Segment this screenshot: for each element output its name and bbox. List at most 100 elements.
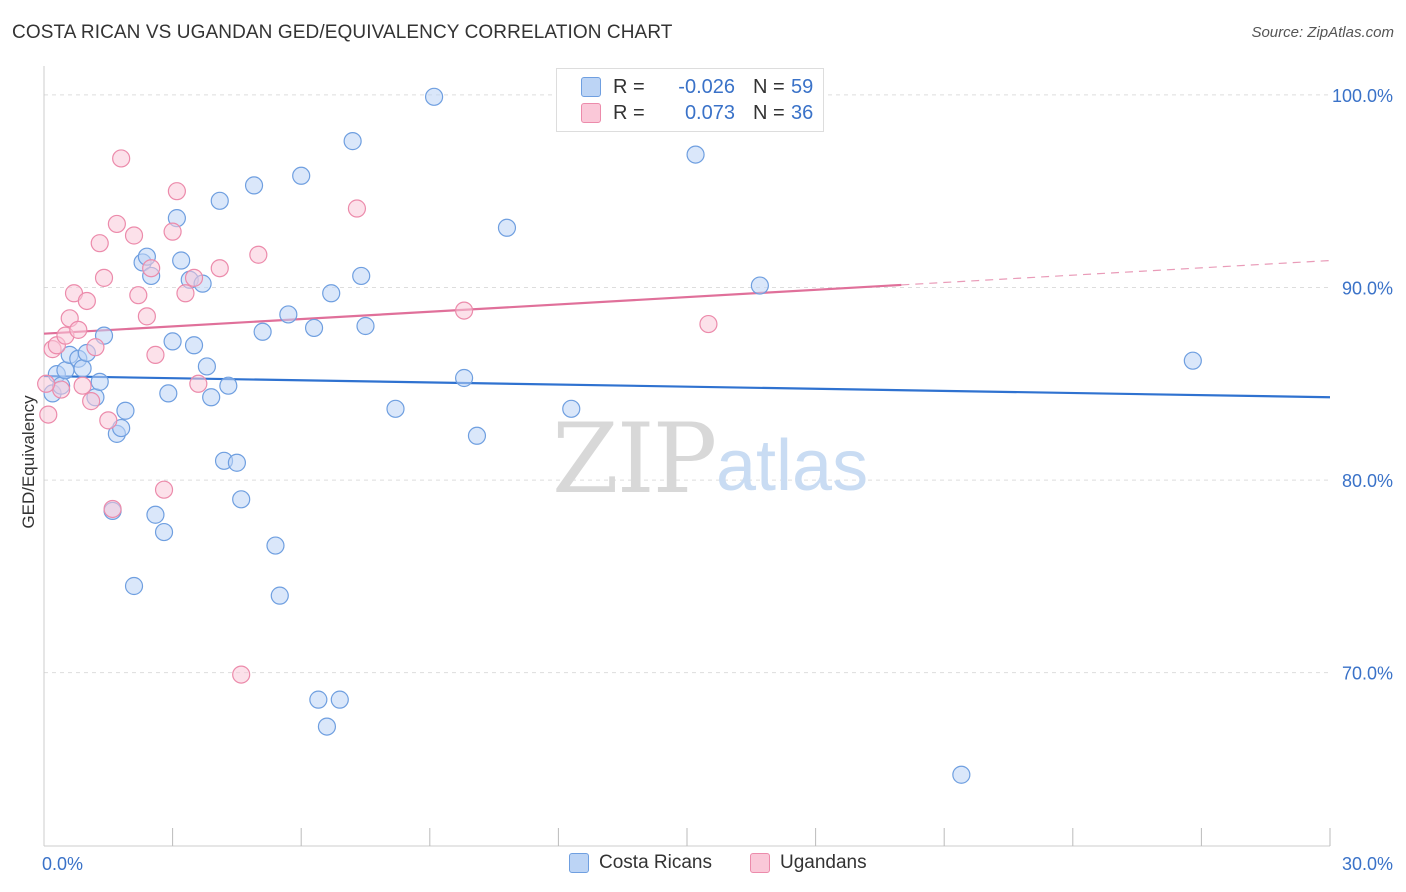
- data-point-costa-ricans: [292, 166, 311, 185]
- data-point-ugandans: [77, 291, 96, 311]
- data-point-costa-ricans: [202, 388, 221, 407]
- data-point-costa-ricans: [219, 376, 238, 395]
- points-layer: [37, 87, 1202, 784]
- n-value: 59: [791, 75, 814, 98]
- label-layer: 100.0% 90.0% 80.0% 70.0% 0.0% 30.0%: [42, 86, 1393, 874]
- y-tick-label: 70.0%: [1342, 664, 1393, 684]
- data-point-ugandans: [454, 301, 474, 320]
- data-point-costa-ricans: [562, 399, 581, 418]
- data-point-costa-ricans: [343, 132, 362, 151]
- data-point-ugandans: [107, 214, 126, 234]
- data-point-costa-ricans: [270, 586, 289, 605]
- y-tick-label: 90.0%: [1342, 278, 1393, 298]
- legend-label: Costa Ricans: [599, 852, 712, 873]
- data-point-costa-ricans: [266, 536, 285, 555]
- trend-line-extension-ugandans: [901, 259, 1331, 286]
- data-point-costa-ricans: [750, 276, 769, 295]
- x-tick-label: 30.0%: [1342, 854, 1393, 874]
- data-point-ugandans: [699, 314, 718, 334]
- data-point-costa-ricans: [172, 251, 191, 270]
- data-point-costa-ricans: [197, 357, 216, 376]
- watermark-atlas: atlas: [716, 426, 868, 506]
- r-label: R =: [613, 75, 645, 98]
- data-point-ugandans: [90, 234, 109, 253]
- watermark: ZIP atlas: [552, 403, 868, 515]
- data-point-costa-ricans: [424, 87, 444, 106]
- data-point-ugandans: [176, 284, 195, 303]
- data-point-costa-ricans: [1183, 351, 1202, 370]
- data-point-costa-ricans: [184, 336, 204, 355]
- data-point-ugandans: [184, 268, 204, 287]
- r-value: 0.073: [684, 101, 735, 124]
- data-point-ugandans: [37, 374, 56, 393]
- data-point-costa-ricans: [952, 765, 971, 784]
- legend-label: Ugandans: [780, 852, 867, 873]
- data-point-ugandans: [249, 245, 268, 264]
- data-point-costa-ricans: [309, 690, 328, 709]
- data-point-ugandans: [167, 182, 186, 201]
- data-point-ugandans: [82, 392, 101, 411]
- n-label: N =: [753, 75, 785, 98]
- source-label: Source: ZipAtlas.com: [1251, 24, 1394, 41]
- data-point-costa-ricans: [454, 368, 474, 388]
- y-axis-label: GED/Equivalency: [19, 395, 38, 529]
- data-point-ugandans: [39, 405, 58, 424]
- data-point-costa-ricans: [330, 690, 349, 709]
- data-point-costa-ricans: [146, 505, 165, 524]
- data-point-ugandans: [163, 222, 182, 241]
- data-point-ugandans: [99, 411, 118, 430]
- trend-line-costa-ricans: [43, 374, 1331, 399]
- data-point-costa-ricans: [322, 284, 341, 303]
- data-point-ugandans: [154, 480, 174, 499]
- blue-swatch: [581, 77, 601, 97]
- watermark-zip: ZIP: [552, 403, 715, 515]
- data-point-costa-ricans: [116, 401, 135, 420]
- data-point-costa-ricans: [210, 191, 229, 210]
- y-tick-label: 80.0%: [1342, 471, 1393, 491]
- data-point-ugandans: [347, 199, 367, 218]
- data-point-costa-ricans: [253, 322, 272, 341]
- data-point-costa-ricans: [467, 426, 487, 445]
- n-label: N =: [753, 101, 785, 124]
- data-point-ugandans: [124, 226, 144, 245]
- data-point-costa-ricans: [227, 453, 246, 472]
- data-point-costa-ricans: [356, 316, 375, 336]
- r-value: -0.026: [678, 75, 735, 98]
- data-point-costa-ricans: [304, 318, 324, 338]
- data-point-ugandans: [94, 268, 114, 287]
- data-point-ugandans: [142, 259, 161, 278]
- blue-swatch: [569, 853, 589, 873]
- r-label: R =: [613, 101, 645, 124]
- data-point-costa-ricans: [163, 332, 182, 351]
- x-tick-label: 0.0%: [42, 854, 83, 874]
- y-tick-label: 100.0%: [1332, 86, 1393, 106]
- data-point-costa-ricans: [244, 176, 264, 195]
- data-point-costa-ricans: [317, 717, 337, 736]
- data-point-ugandans: [112, 149, 131, 168]
- data-point-ugandans: [189, 374, 208, 393]
- data-point-ugandans: [86, 338, 105, 357]
- data-point-ugandans: [137, 307, 156, 326]
- data-point-costa-ricans: [279, 305, 298, 324]
- data-point-ugandans: [103, 499, 122, 519]
- data-point-costa-ricans: [232, 490, 251, 509]
- pink-swatch: [581, 103, 601, 123]
- axis-layer: [43, 66, 1331, 847]
- stats-legend: R = -0.026 N = 59 R = 0.073 N = 36: [556, 68, 824, 132]
- data-point-ugandans: [232, 665, 251, 684]
- n-value: 36: [791, 101, 814, 124]
- data-point-costa-ricans: [154, 522, 174, 542]
- data-point-costa-ricans: [73, 359, 92, 378]
- data-point-ugandans: [73, 376, 92, 395]
- series-legend: Costa Ricans Ugandans: [0, 852, 1406, 878]
- data-point-ugandans: [69, 320, 88, 339]
- data-point-ugandans: [210, 259, 229, 278]
- data-point-costa-ricans: [124, 576, 144, 596]
- stats-legend-row-costa-ricans: R = -0.026 N = 59: [581, 74, 813, 100]
- data-point-costa-ricans: [90, 372, 109, 391]
- chart-title: COSTA RICAN VS UGANDAN GED/EQUIVALENCY C…: [12, 22, 673, 43]
- data-point-costa-ricans: [686, 145, 705, 164]
- legend-item-costa-ricans: Costa Ricans: [569, 852, 712, 874]
- data-point-costa-ricans: [497, 218, 517, 237]
